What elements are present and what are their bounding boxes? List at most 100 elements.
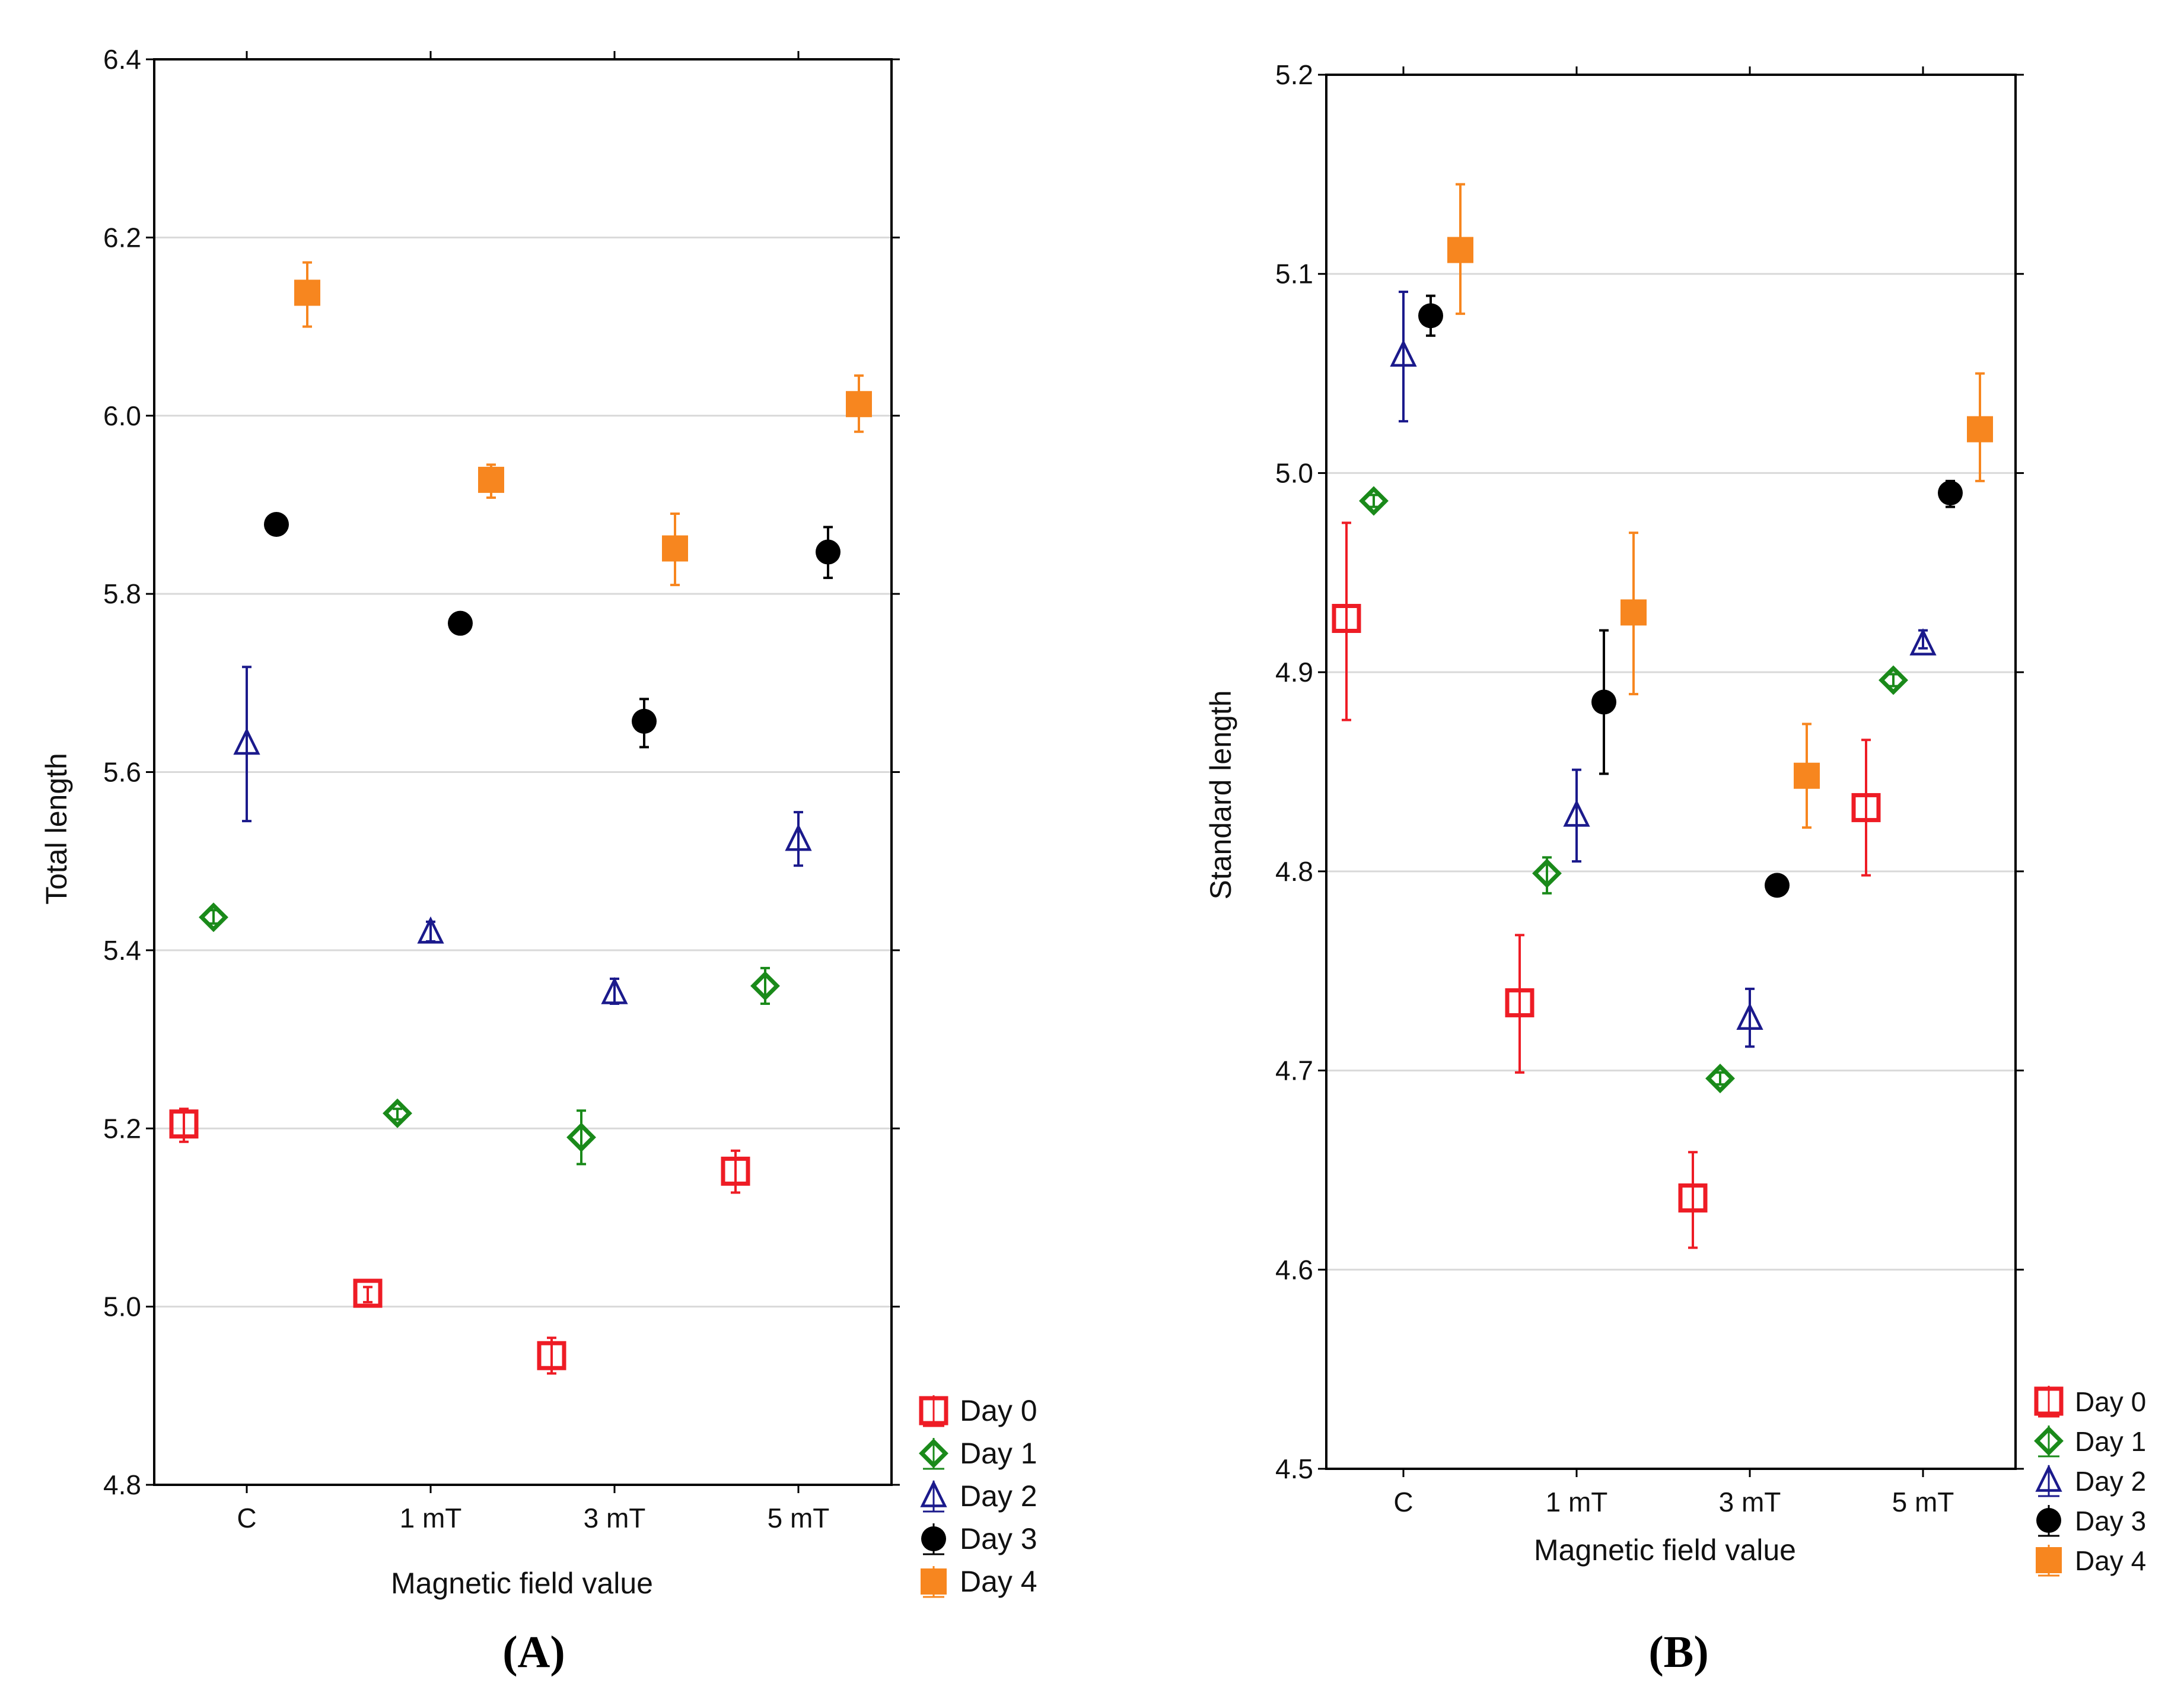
y-tick-label-a-7: 6.2 — [103, 222, 141, 253]
panel-a-gridlines — [154, 236, 892, 1308]
marker-b-day0-1 — [1505, 988, 1534, 1017]
legend-item-b-day0: Day 0 — [2034, 1386, 2146, 1418]
panel-b-markers — [1332, 237, 1993, 1213]
legend-label-a-day4: Day 4 — [960, 1565, 1037, 1598]
legend-item-a-day3: Day 3 — [921, 1522, 1037, 1555]
y-tick-label-a-5: 5.8 — [103, 578, 141, 609]
legend-marker-a-day4 — [921, 1568, 947, 1595]
panel-a-label: (A) — [502, 1627, 565, 1677]
legend-label-a-day3: Day 3 — [960, 1522, 1037, 1555]
error-bar-b-day2-1 — [1572, 768, 1581, 863]
panel-a-y-ticks: 4.8 5.0 5.2 5.4 5.6 5.8 6.0 6.2 6.4 — [103, 44, 900, 1500]
panel-b-x-ticks: C 1 mT 3 mT 5 mT — [1393, 66, 1954, 1517]
marker-a-day4-3 — [846, 391, 872, 418]
marker-a-day0-1 — [353, 1278, 383, 1308]
panel-b-gridlines — [1326, 273, 2016, 1271]
y-tick-label-a-1: 5.0 — [103, 1291, 141, 1322]
legend-marker-a-day1 — [919, 1439, 948, 1468]
legend-label-b-day0: Day 0 — [2075, 1386, 2146, 1417]
legend-item-b-day2: Day 2 — [2035, 1464, 2146, 1497]
y-tick-label-b-6: 5.1 — [1275, 259, 1313, 289]
marker-a-day4-0 — [294, 279, 320, 306]
marker-b-day3-0 — [1418, 303, 1443, 329]
marker-a-day0-3 — [721, 1156, 750, 1186]
panel-b-standard-length: 4.5 4.6 4.7 4.8 4.9 5.0 5.1 5.2 C 1 mT 3 mT 5 mT S… — [1204, 59, 2146, 1677]
x-tick-label-b-1: 1 mT — [1546, 1487, 1608, 1517]
y-tick-label-b-7: 5.2 — [1275, 59, 1313, 90]
x-tick-label-a-1: 1 mT — [400, 1503, 462, 1533]
error-bar-b-day0-3 — [1861, 739, 1871, 877]
error-bar-b-day2-0 — [1399, 290, 1408, 423]
legend-marker-b-day1 — [2034, 1426, 2064, 1456]
legend-marker-b-day3 — [2036, 1508, 2061, 1533]
legend-marker-a-day0 — [919, 1396, 948, 1425]
marker-b-day2-2 — [1736, 1003, 1763, 1030]
legend-item-b-day1: Day 1 — [2034, 1425, 2146, 1458]
legend-label-b-day2: Day 2 — [2075, 1466, 2146, 1497]
marker-b-day0-0 — [1332, 604, 1361, 633]
panel-b-y-axis-title: Standard length — [1204, 690, 1237, 899]
panel-a-x-ticks: C 1 mT 3 mT 5 mT — [237, 51, 829, 1533]
marker-a-day3-3 — [816, 539, 841, 565]
legend-label-a-day1: Day 1 — [960, 1437, 1037, 1470]
x-tick-label-b-0: C — [1393, 1487, 1413, 1517]
panel-a-x-axis-title: Magnetic field value — [391, 1567, 653, 1600]
marker-b-day2-1 — [1563, 799, 1590, 827]
x-tick-label-a-2: 3 mT — [584, 1503, 646, 1533]
legend-item-a-day4: Day 4 — [921, 1565, 1037, 1598]
legend-label-a-day0: Day 0 — [960, 1394, 1037, 1427]
marker-b-day4-0 — [1447, 237, 1473, 263]
marker-a-day1-1 — [383, 1098, 412, 1128]
y-tick-label-b-2: 4.7 — [1275, 1055, 1313, 1086]
x-tick-label-b-2: 3 mT — [1719, 1487, 1781, 1517]
panel-a-markers — [169, 279, 872, 1370]
error-bar-a-day2-3 — [794, 811, 803, 867]
marker-a-day2-1 — [417, 916, 444, 944]
marker-a-day1-2 — [566, 1122, 596, 1153]
error-bar-a-day0-1 — [363, 1285, 373, 1304]
marker-b-day1-3 — [1879, 665, 1908, 695]
y-tick-label-a-6: 6.0 — [103, 400, 141, 431]
marker-a-day1-0 — [199, 902, 228, 933]
marker-b-day3-1 — [1591, 689, 1616, 715]
marker-b-day2-3 — [1909, 628, 1937, 656]
y-tick-label-b-3: 4.8 — [1275, 856, 1313, 887]
legend-marker-b-day2 — [2035, 1464, 2062, 1492]
panel-b-plot-frame — [1325, 74, 2017, 1470]
marker-a-day4-1 — [478, 466, 504, 493]
panel-b-y-ticks: 4.5 4.6 4.7 4.8 4.9 5.0 5.1 5.2 — [1275, 59, 2024, 1484]
error-bar-b-day2-2 — [1745, 987, 1755, 1048]
marker-a-day0-0 — [169, 1109, 199, 1139]
legend-marker-b-day4 — [2036, 1547, 2062, 1573]
marker-b-day3-2 — [1765, 873, 1790, 898]
panel-b-legend: Day 0 Day 1 Day 2 Day 3 Day 4 — [2034, 1386, 2146, 1577]
legend-item-b-day4: Day 4 — [2036, 1545, 2146, 1577]
marker-a-day3-2 — [632, 708, 657, 734]
y-tick-label-b-5: 5.0 — [1275, 457, 1313, 488]
marker-b-day3-3 — [1938, 481, 1963, 505]
panel-a-y-axis-title: Total length — [40, 753, 73, 905]
legend-label-a-day2: Day 2 — [960, 1479, 1037, 1513]
panel-b-x-axis-title: Magnetic field value — [1534, 1533, 1796, 1567]
marker-a-day4-2 — [662, 535, 688, 562]
marker-b-day1-2 — [1705, 1064, 1735, 1093]
marker-b-day2-0 — [1390, 339, 1417, 367]
marker-a-day3-0 — [264, 511, 289, 537]
y-tick-label-a-2: 5.2 — [103, 1113, 141, 1144]
marker-a-day2-0 — [233, 727, 260, 755]
legend-item-b-day3: Day 3 — [2036, 1505, 2146, 1537]
y-tick-label-b-0: 4.5 — [1275, 1453, 1313, 1484]
marker-b-day0-2 — [1678, 1183, 1708, 1213]
x-tick-label-b-3: 5 mT — [1892, 1487, 1954, 1517]
error-bar-a-day1-2 — [577, 1109, 586, 1166]
y-tick-label-a-3: 5.4 — [103, 935, 141, 966]
marker-b-day0-3 — [1851, 793, 1881, 822]
error-bar-b-day0-0 — [1342, 521, 1351, 721]
marker-a-day3-1 — [448, 610, 473, 636]
legend-label-b-day4: Day 4 — [2075, 1545, 2146, 1576]
error-bar-b-day0-2 — [1688, 1151, 1698, 1249]
legend-label-b-day1: Day 1 — [2075, 1426, 2146, 1457]
legend-marker-a-day2 — [920, 1479, 947, 1507]
y-tick-label-a-0: 4.8 — [103, 1469, 141, 1500]
